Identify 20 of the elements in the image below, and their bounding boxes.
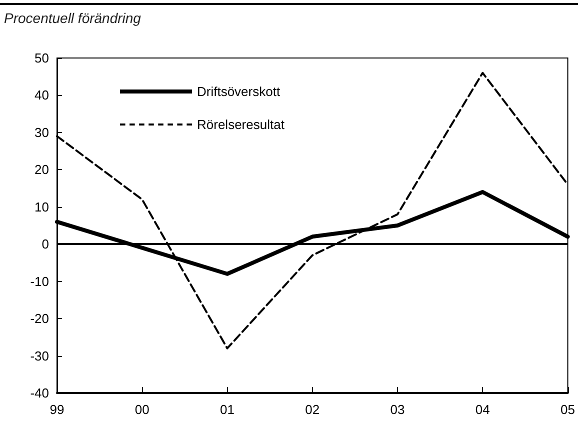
y-tick-label: -20 <box>30 311 49 326</box>
x-tick-label: 04 <box>475 402 490 417</box>
legend-label: Driftsöverskott <box>197 84 280 99</box>
y-tick-label: -30 <box>30 348 49 364</box>
y-tick-label: 50 <box>34 50 49 66</box>
y-tick-label: -40 <box>30 386 49 400</box>
y-tick-label: 30 <box>34 124 49 140</box>
x-tick-label: 01 <box>220 402 234 417</box>
chart-title: Procentuell förändring <box>4 10 141 26</box>
x-tick-label: 00 <box>134 402 150 417</box>
x-tick-label: 03 <box>390 402 405 417</box>
x-tick-label: 99 <box>50 402 64 417</box>
legend-label: Rörelseresultat <box>197 117 285 132</box>
y-tick-label: 0 <box>42 236 49 252</box>
y-tick-label: -10 <box>30 274 49 289</box>
x-tick-label: 05 <box>560 402 576 417</box>
y-tick-label: 10 <box>34 199 49 214</box>
y-tick-label: 40 <box>34 88 49 103</box>
x-tick-label: 02 <box>305 402 320 417</box>
y-tick-label: 20 <box>34 162 49 178</box>
